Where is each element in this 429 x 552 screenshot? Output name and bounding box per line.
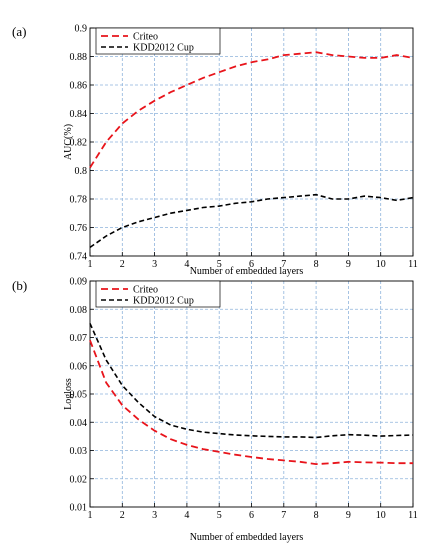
panel-label: (b)	[12, 278, 27, 293]
legend-entry: KDD2012 Cup	[133, 296, 194, 307]
legend-box	[95, 280, 221, 308]
y-tick-label: 0.06	[70, 361, 88, 372]
x-tick-label: 10	[376, 510, 386, 521]
y-tick-label: 0.05	[70, 390, 88, 401]
x-tick-label: 4	[184, 510, 189, 521]
y-tick-label: 0.01	[70, 503, 88, 514]
y-tick-label: 0.03	[70, 446, 88, 457]
y-tick-label: 0.04	[70, 418, 88, 429]
series-line-kdd2012-cup	[89, 193, 414, 249]
y-tick-label: 0.07	[70, 333, 88, 344]
x-tick-label: 7	[281, 259, 286, 270]
chart-panel-2: 1 2 3 4 5 6 7 8 9 10 11 0.01 0.02 0.03 0.04 0.05 0.06 0.0…	[12, 277, 418, 544]
plot-frame	[89, 280, 414, 508]
x-tick-label: 3	[152, 259, 157, 270]
x-tick-label: 10	[376, 259, 386, 270]
x-tick-label: 9	[346, 510, 351, 521]
chart-panel-1: 1 2 3 4 5 6 7 8 9 10 11 0.74 0.76 0.78 0.8 0.82 0.84 0.86…	[12, 24, 418, 278]
x-tick-label: 11	[408, 259, 418, 270]
x-tick-label: 8	[314, 259, 319, 270]
y-tick-label: 0.76	[70, 223, 88, 234]
x-tick-label: 4	[184, 259, 189, 270]
y-tick-label: 0.08	[70, 305, 88, 316]
x-tick-label: 9	[346, 259, 351, 270]
series-line-kdd2012-cup	[89, 323, 414, 439]
x-tick-label: 8	[314, 510, 319, 521]
y-tick-label: 0.86	[70, 81, 88, 92]
y-axis-label: AUC(%)	[63, 124, 74, 160]
series-line-criteo	[89, 51, 414, 169]
x-tick-label: 3	[152, 510, 157, 521]
x-tick-label: 2	[120, 259, 125, 270]
y-tick-label: 0.9	[75, 24, 88, 35]
y-tick-label: 0.02	[70, 474, 88, 485]
x-tick-label: 1	[88, 510, 93, 521]
x-tick-label: 6	[249, 259, 254, 270]
y-tick-label: 0.82	[70, 138, 88, 149]
y-tick-label: 0.8	[75, 166, 88, 177]
y-axis-label: Logloss	[63, 378, 74, 410]
panel-label: (a)	[12, 24, 26, 39]
legend-entry: Criteo	[133, 285, 158, 296]
y-tick-label: 0.09	[70, 277, 88, 288]
x-axis-label: Number of embedded layers	[190, 266, 304, 277]
x-tick-label: 7	[281, 510, 286, 521]
x-tick-label: 6	[249, 510, 254, 521]
y-tick-label: 0.74	[70, 252, 88, 263]
x-tick-label: 2	[120, 510, 125, 521]
x-tick-label: 1	[88, 259, 93, 270]
y-tick-label: 0.84	[70, 109, 88, 120]
legend-entry: KDD2012 Cup	[133, 43, 194, 54]
x-tick-label: 5	[217, 510, 222, 521]
legend-entry: Criteo	[133, 32, 158, 43]
x-tick-label: 11	[408, 510, 418, 521]
x-tick-label: 5	[217, 259, 222, 270]
plot-frame	[89, 27, 414, 257]
legend-box	[95, 27, 221, 55]
series-line-criteo	[89, 339, 413, 466]
x-axis-label: Number of embedded layers	[190, 532, 304, 543]
y-tick-label: 0.88	[70, 52, 88, 63]
y-tick-label: 0.78	[70, 195, 88, 206]
